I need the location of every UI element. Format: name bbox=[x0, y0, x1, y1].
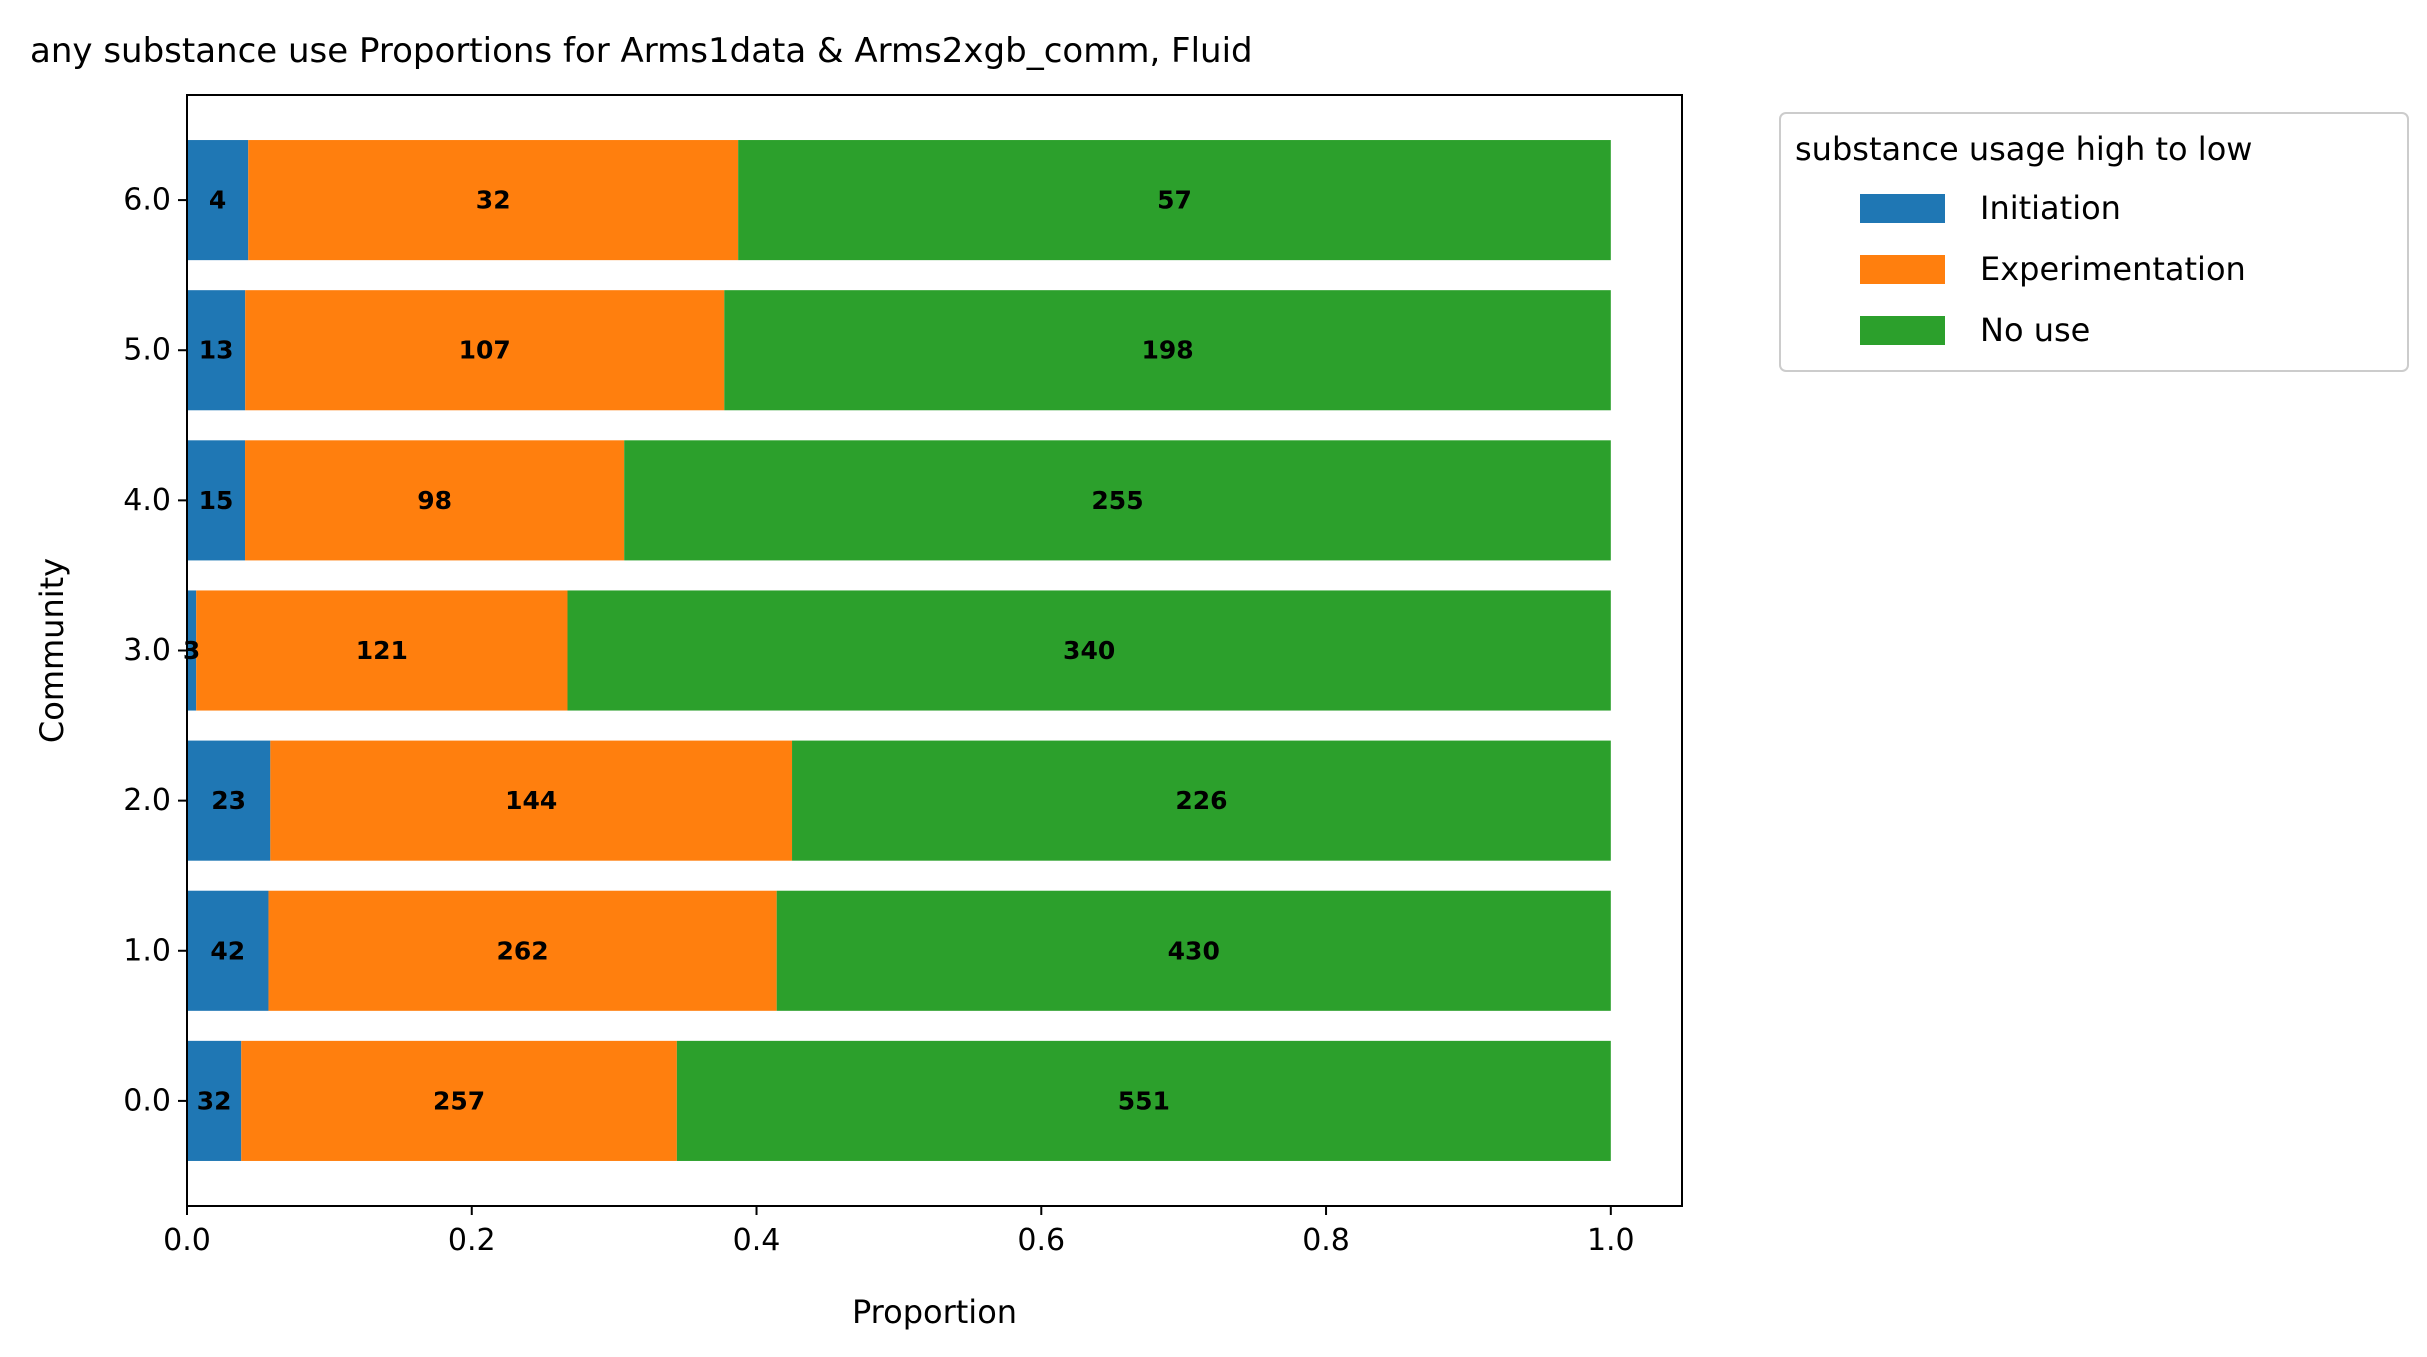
x-tick-label: 0.2 bbox=[448, 1223, 496, 1258]
data-label: 23 bbox=[211, 786, 246, 815]
y-tick-label: 6.0 bbox=[123, 183, 171, 218]
data-label: 226 bbox=[1175, 786, 1227, 815]
data-label: 144 bbox=[505, 786, 557, 815]
data-label: 57 bbox=[1157, 186, 1192, 215]
data-label: 32 bbox=[476, 186, 511, 215]
y-tick-label: 3.0 bbox=[123, 633, 171, 668]
data-label: 4 bbox=[209, 186, 226, 215]
y-tick-label: 4.0 bbox=[123, 483, 171, 518]
data-label: 121 bbox=[356, 636, 408, 665]
data-label: 42 bbox=[210, 936, 245, 965]
chart-title: any substance use Proportions for Arms1d… bbox=[30, 31, 1253, 71]
data-label: 551 bbox=[1118, 1086, 1170, 1115]
legend-label: Initiation bbox=[1980, 189, 2121, 227]
data-label: 257 bbox=[433, 1086, 485, 1115]
x-ticks: 0.0 0.2 0.4 0.6 0.8 1.0 bbox=[163, 1206, 1635, 1258]
x-tick-label: 0.8 bbox=[1302, 1223, 1350, 1258]
x-tick-label: 0.6 bbox=[1017, 1223, 1065, 1258]
y-axis-label: Community bbox=[33, 558, 71, 743]
data-label: 198 bbox=[1141, 336, 1193, 365]
y-tick-label: 1.0 bbox=[123, 933, 171, 968]
x-tick-label: 0.0 bbox=[163, 1223, 211, 1258]
data-label: 262 bbox=[496, 936, 548, 965]
legend-label: No use bbox=[1980, 311, 2090, 349]
legend: substance usage high to low Initiation Ex… bbox=[1780, 113, 2408, 371]
x-tick-label: 1.0 bbox=[1587, 1223, 1635, 1258]
legend-label: Experimentation bbox=[1980, 250, 2246, 288]
data-label: 13 bbox=[199, 336, 234, 365]
x-tick-label: 0.4 bbox=[733, 1223, 781, 1258]
y-tick-label: 5.0 bbox=[123, 333, 171, 368]
data-label: 15 bbox=[199, 486, 234, 515]
y-ticks: 0.0 1.0 2.0 3.0 4.0 5.0 6.0 bbox=[123, 183, 187, 1119]
legend-title: substance usage high to low bbox=[1795, 130, 2252, 168]
data-label: 107 bbox=[459, 336, 511, 365]
data-label: 98 bbox=[417, 486, 452, 515]
legend-swatch bbox=[1860, 316, 1945, 345]
y-tick-label: 2.0 bbox=[123, 783, 171, 818]
y-tick-label: 0.0 bbox=[123, 1083, 171, 1118]
legend-swatch bbox=[1860, 255, 1945, 284]
data-label: 340 bbox=[1063, 636, 1115, 665]
x-axis-label: Proportion bbox=[852, 1293, 1017, 1331]
data-label: 430 bbox=[1168, 936, 1220, 965]
data-label: 255 bbox=[1091, 486, 1143, 515]
data-label: 32 bbox=[197, 1086, 232, 1115]
legend-swatch bbox=[1860, 194, 1945, 223]
